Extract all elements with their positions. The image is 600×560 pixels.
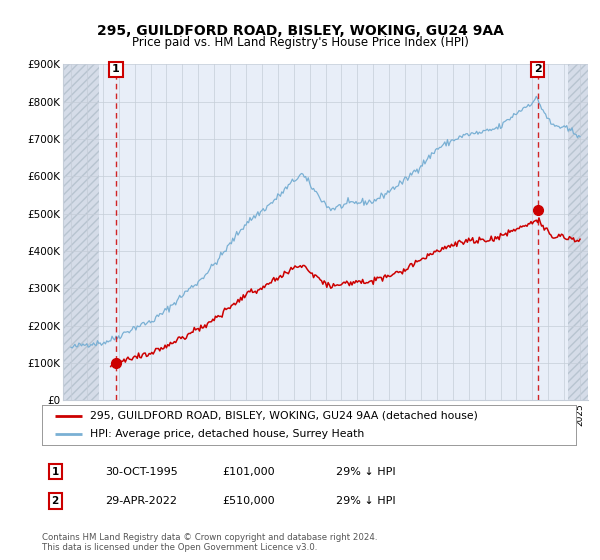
Text: 2: 2 [533,64,541,74]
Text: £510,000: £510,000 [222,496,275,506]
Bar [568,64,588,400]
Text: Contains HM Land Registry data © Crown copyright and database right 2024.: Contains HM Land Registry data © Crown c… [42,533,377,542]
Text: 295, GUILDFORD ROAD, BISLEY, WOKING, GU24 9AA: 295, GUILDFORD ROAD, BISLEY, WOKING, GU2… [97,24,503,38]
Text: HPI: Average price, detached house, Surrey Heath: HPI: Average price, detached house, Surr… [90,430,364,439]
Text: This data is licensed under the Open Government Licence v3.0.: This data is licensed under the Open Gov… [42,543,317,552]
Text: 29% ↓ HPI: 29% ↓ HPI [336,496,395,506]
Text: 2: 2 [52,496,59,506]
Text: 1: 1 [52,466,59,477]
Bar [63,64,99,400]
Text: 295, GUILDFORD ROAD, BISLEY, WOKING, GU24 9AA (detached house): 295, GUILDFORD ROAD, BISLEY, WOKING, GU2… [90,411,478,421]
Text: 1: 1 [112,64,120,74]
Text: £101,000: £101,000 [222,466,275,477]
Text: 30-OCT-1995: 30-OCT-1995 [105,466,178,477]
Text: Price paid vs. HM Land Registry's House Price Index (HPI): Price paid vs. HM Land Registry's House … [131,36,469,49]
Text: 29% ↓ HPI: 29% ↓ HPI [336,466,395,477]
Text: 29-APR-2022: 29-APR-2022 [105,496,177,506]
